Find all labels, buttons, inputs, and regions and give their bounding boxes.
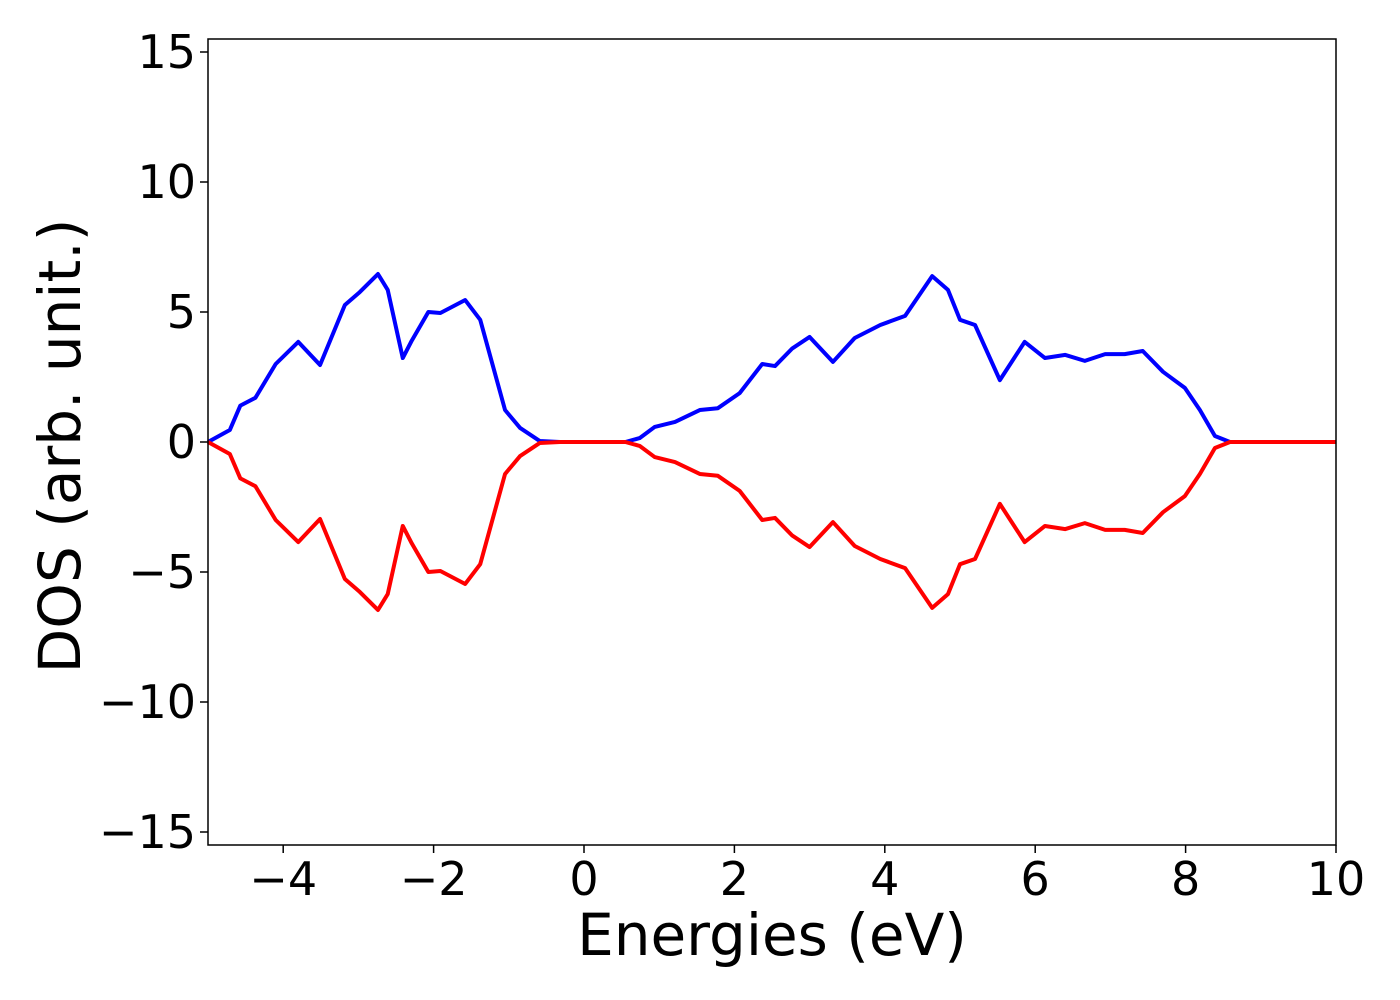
y-axis-label: DOS (arb. unit.): [26, 219, 94, 674]
y-tick-label: −15: [99, 805, 196, 859]
y-tick-label: −10: [99, 675, 196, 729]
series-line: [207, 272, 1336, 444]
x-tick-label: −4: [249, 852, 317, 906]
x-tick-label: 8: [1171, 852, 1200, 906]
y-tick-label: 5: [167, 285, 196, 339]
x-tick-label: 10: [1307, 852, 1366, 906]
plot-frame: [207, 38, 1337, 846]
x-tick-label: 2: [720, 852, 749, 906]
x-tick-label: −2: [400, 852, 468, 906]
y-tick-label: −5: [128, 545, 196, 599]
series-line: [207, 440, 1336, 612]
x-axis-label: Energies (eV): [577, 901, 967, 969]
x-tick-label: 6: [1021, 852, 1050, 906]
y-tick-label: 15: [137, 25, 196, 79]
x-tick-label: 0: [569, 852, 598, 906]
x-tick-label: 4: [870, 852, 899, 906]
y-tick-label: 10: [137, 155, 196, 209]
y-tick-label: 0: [167, 415, 196, 469]
